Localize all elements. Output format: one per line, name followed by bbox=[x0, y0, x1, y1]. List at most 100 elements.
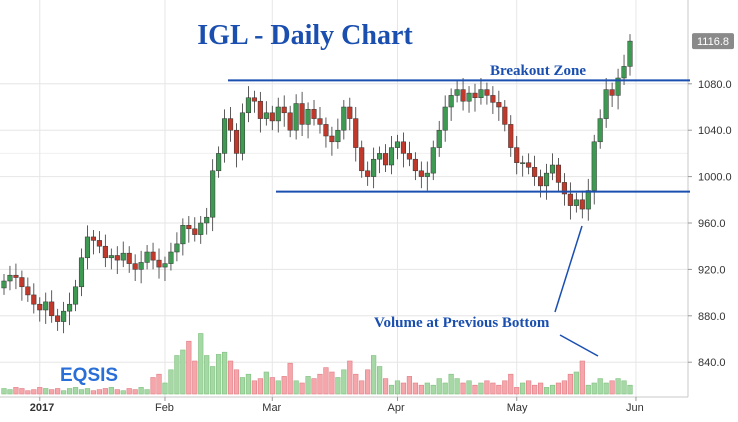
volume-bar bbox=[502, 380, 508, 395]
candle-up bbox=[478, 89, 484, 98]
candle-up bbox=[442, 106, 448, 131]
candle-up bbox=[454, 89, 460, 96]
candle-down bbox=[514, 147, 520, 163]
candle-down bbox=[311, 109, 317, 119]
candle-up bbox=[7, 274, 13, 282]
volume-bar bbox=[615, 378, 621, 395]
volume-bar bbox=[132, 389, 138, 395]
volume-bar bbox=[543, 387, 550, 395]
volume-bar bbox=[150, 377, 156, 395]
volume-bar bbox=[478, 382, 484, 395]
volume-bar bbox=[66, 388, 73, 395]
candle-up bbox=[341, 106, 347, 131]
volume-bar bbox=[287, 362, 293, 395]
volume-bar bbox=[317, 373, 323, 395]
candle-up bbox=[61, 310, 67, 322]
candle-up bbox=[162, 263, 168, 268]
volume-bar bbox=[90, 390, 97, 395]
candle-up bbox=[543, 172, 550, 187]
volume-bar bbox=[221, 351, 228, 395]
candle-up bbox=[216, 153, 222, 172]
volume-bar bbox=[204, 355, 210, 395]
candle-down bbox=[538, 176, 544, 187]
volume-bar bbox=[442, 382, 448, 395]
volume-bar bbox=[162, 382, 168, 395]
volume-bar bbox=[269, 377, 275, 395]
volume-bar bbox=[186, 340, 192, 395]
candle-up bbox=[198, 222, 204, 235]
volume-bar bbox=[400, 382, 407, 395]
x-tick-label: Jun bbox=[626, 402, 644, 414]
candle-up bbox=[466, 92, 472, 102]
last-price-label: 1116.8 bbox=[697, 36, 729, 48]
candle-up bbox=[549, 164, 556, 174]
volume-bar bbox=[597, 378, 603, 395]
volume-note-label: Volume at Previous Bottom bbox=[374, 315, 550, 331]
candle-down bbox=[323, 124, 329, 137]
volume-bar bbox=[198, 333, 204, 395]
volume-bar bbox=[281, 376, 287, 395]
candle-down bbox=[132, 263, 138, 270]
candle-down bbox=[347, 106, 353, 119]
candle-up bbox=[591, 141, 597, 191]
volume-bar bbox=[114, 389, 120, 395]
candle-down bbox=[233, 129, 240, 154]
volume-bar bbox=[371, 355, 377, 395]
candle-up bbox=[245, 97, 251, 114]
candle-down bbox=[281, 106, 287, 114]
candle-down bbox=[579, 199, 585, 210]
volume-bar bbox=[156, 373, 162, 395]
volume-bar bbox=[359, 380, 365, 395]
candle-up bbox=[210, 170, 216, 218]
volume-bar bbox=[78, 389, 85, 395]
volume-bar bbox=[192, 360, 198, 395]
candle-up bbox=[424, 172, 430, 177]
candle-up bbox=[305, 109, 311, 125]
volume-bar bbox=[25, 390, 31, 395]
candle-down bbox=[472, 92, 478, 98]
volume-bar bbox=[61, 390, 67, 395]
volume-bar bbox=[239, 377, 246, 395]
last-price-tag bbox=[692, 33, 734, 50]
x-tick-label: Feb bbox=[155, 402, 174, 414]
volume-bar bbox=[257, 378, 263, 395]
candle-down bbox=[329, 135, 335, 143]
y-tick-label: 920.0 bbox=[698, 264, 726, 276]
candle-up bbox=[84, 236, 91, 259]
x-tick-label: 2017 bbox=[30, 402, 54, 414]
candle-down bbox=[90, 236, 96, 241]
candle-down bbox=[609, 89, 615, 96]
volume-bar bbox=[1, 388, 7, 395]
volume-bar bbox=[216, 354, 222, 395]
annotation-arrow-up bbox=[554, 225, 583, 313]
volume-bar bbox=[627, 384, 633, 395]
volume-bar bbox=[555, 382, 562, 395]
candle-down bbox=[102, 245, 108, 259]
candle-down bbox=[496, 102, 502, 108]
candle-up bbox=[78, 257, 85, 288]
candle-up bbox=[108, 255, 114, 259]
volume-bar bbox=[549, 384, 556, 395]
candle-down bbox=[561, 182, 567, 195]
candle-up bbox=[615, 77, 621, 96]
volume-bar bbox=[96, 389, 102, 395]
volume-bar bbox=[84, 388, 91, 395]
x-tick-label: May bbox=[507, 402, 528, 414]
candle-up bbox=[1, 280, 7, 289]
annotation-arrow-volume bbox=[559, 334, 599, 357]
volume-bar bbox=[210, 366, 216, 395]
candle-down bbox=[484, 89, 490, 96]
volume-bar bbox=[108, 387, 114, 395]
volume-bar bbox=[448, 373, 454, 395]
candle-up bbox=[627, 40, 633, 67]
volume-bar bbox=[31, 389, 37, 395]
candle-down bbox=[49, 301, 55, 317]
candle-down bbox=[228, 118, 234, 131]
volume-bar bbox=[537, 382, 544, 395]
volume-bar bbox=[227, 360, 234, 395]
candle-down bbox=[353, 118, 359, 148]
volume-bar bbox=[603, 382, 609, 395]
candle-up bbox=[603, 89, 609, 119]
